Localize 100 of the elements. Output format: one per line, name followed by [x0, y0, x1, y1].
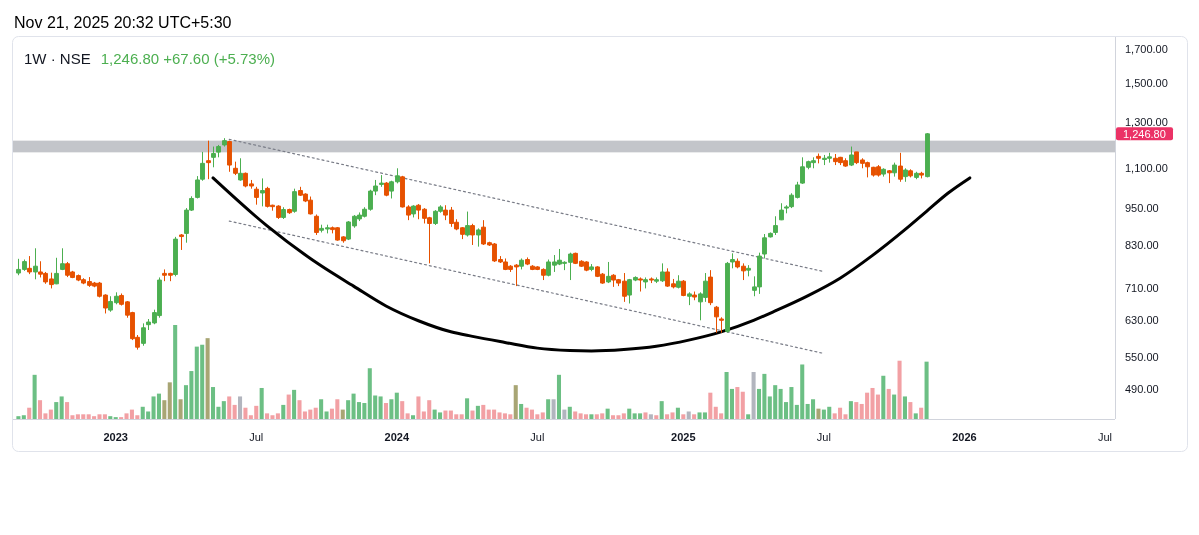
y-tick-label: 950.00 — [1125, 202, 1159, 215]
y-tick-label: 550.00 — [1125, 351, 1159, 364]
bar — [243, 407, 248, 419]
bar — [470, 410, 475, 419]
bar — [281, 404, 286, 419]
bar — [59, 396, 64, 419]
candlestick — [730, 252, 735, 269]
candlestick — [465, 211, 470, 238]
candlestick — [254, 186, 259, 206]
x-tick-label: 2024 — [384, 431, 410, 443]
bar — [167, 382, 172, 419]
candlestick — [708, 269, 713, 306]
candlestick — [773, 215, 778, 236]
bar — [902, 396, 907, 419]
bar — [589, 414, 594, 419]
x-tick-label: Jul — [530, 431, 545, 443]
bar — [232, 404, 237, 419]
bar — [551, 399, 556, 419]
bar — [389, 399, 394, 419]
candlestick — [719, 316, 724, 334]
candlestick — [898, 152, 903, 183]
bar — [519, 403, 524, 419]
x-tick-label: Jul — [1097, 431, 1112, 443]
candlestick — [281, 206, 286, 220]
candlestick — [914, 171, 919, 180]
x-tick-label: 2025 — [671, 431, 696, 443]
bar — [210, 387, 216, 419]
x-tick-label: Jul — [816, 431, 831, 443]
bar — [178, 399, 183, 419]
bar — [346, 400, 351, 419]
bar — [38, 400, 43, 419]
bar — [740, 391, 745, 419]
bar — [556, 374, 562, 419]
y-tick-label: 830.00 — [1125, 238, 1159, 251]
text: 1,246.80 — [1123, 127, 1166, 140]
text: 1W · NSE — [24, 49, 91, 67]
bar — [475, 405, 480, 419]
candlestick — [33, 247, 38, 280]
candlestick — [179, 233, 184, 251]
candlestick — [287, 208, 292, 215]
bar — [692, 414, 697, 419]
candlestick — [887, 169, 892, 184]
candlestick — [892, 162, 897, 178]
bar — [16, 416, 21, 419]
bar — [156, 393, 161, 419]
bar — [540, 412, 545, 419]
bar — [886, 388, 891, 419]
bar — [654, 415, 659, 419]
bar — [481, 404, 486, 419]
bar — [746, 414, 751, 419]
bar — [546, 399, 551, 419]
candlestick — [222, 137, 227, 148]
y-tick-label: 1,500.00 — [1125, 77, 1168, 90]
bar — [443, 410, 448, 419]
bar — [21, 415, 26, 419]
bar — [708, 392, 713, 419]
candlestick — [292, 188, 297, 214]
candlestick — [908, 168, 913, 178]
candlestick — [849, 146, 854, 167]
text: Nov 21, 2025 20:32 UTC+5:30 — [14, 13, 232, 31]
candlestick — [470, 223, 475, 246]
bar — [221, 401, 226, 419]
bar — [648, 414, 653, 419]
candlestick — [216, 144, 221, 158]
bar — [48, 409, 53, 419]
bar — [751, 372, 756, 419]
candlestick — [925, 132, 930, 178]
candlestick — [903, 167, 908, 183]
candlestick — [676, 274, 681, 289]
bar — [394, 392, 399, 419]
bar — [400, 401, 405, 419]
bar — [227, 396, 232, 419]
candlestick — [649, 276, 654, 284]
candlestick — [211, 146, 216, 168]
bar — [319, 399, 324, 419]
candlestick — [589, 263, 594, 272]
bar — [611, 415, 616, 419]
bar — [583, 414, 589, 419]
bar — [324, 411, 329, 419]
candlestick — [816, 153, 821, 164]
candlestick — [919, 171, 924, 179]
y-tick-label: 1,700.00 — [1125, 43, 1168, 56]
bar — [292, 389, 297, 419]
bar — [416, 396, 421, 419]
bar — [65, 402, 70, 419]
y-tick-label: 1,300.00 — [1125, 116, 1168, 129]
bar — [908, 402, 913, 419]
bar — [162, 400, 167, 419]
x-tick-label: 2023 — [103, 431, 128, 443]
candlestick — [173, 236, 178, 277]
bar — [459, 414, 464, 419]
candlestick — [260, 177, 265, 207]
candlestick — [606, 261, 611, 284]
candlestick — [60, 247, 65, 271]
bar — [383, 403, 389, 419]
candlestick — [643, 276, 648, 289]
bar — [892, 394, 897, 419]
bar — [881, 375, 886, 419]
bar — [643, 412, 648, 419]
candlestick — [519, 257, 524, 270]
